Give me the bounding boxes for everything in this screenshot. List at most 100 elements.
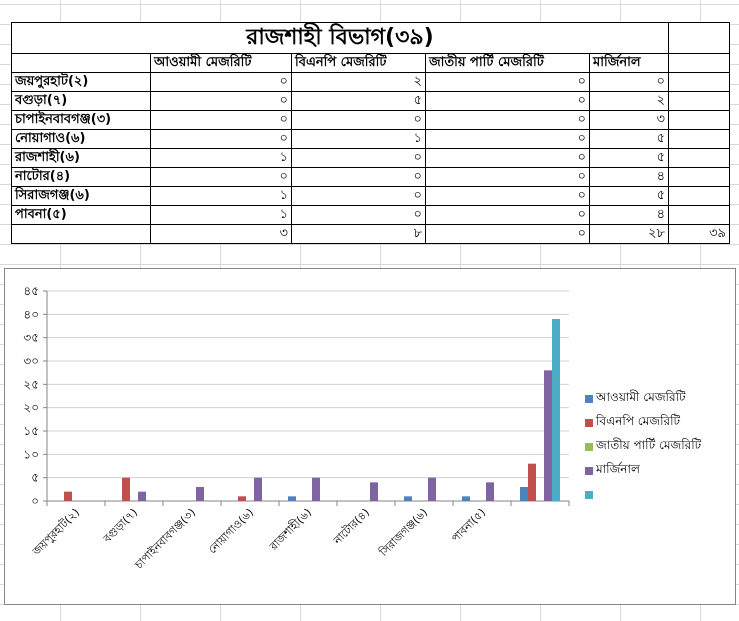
title-row: রাজশাহী বিভাগ(৩৯): [11, 22, 730, 54]
x-tick-label: বগুড়া(৭): [100, 506, 140, 546]
legend-swatch: [585, 491, 593, 499]
bar: [486, 482, 494, 501]
value-cell[interactable]: ০: [291, 186, 426, 206]
y-tick-label: ৪৫: [23, 284, 39, 298]
value-cell[interactable]: ০: [425, 91, 590, 111]
y-tick-label: ৩৫: [23, 331, 39, 345]
x-tick-label: জয়পুরহাট(২): [29, 506, 82, 559]
cell-empty[interactable]: [668, 91, 730, 111]
value-cell[interactable]: ০: [425, 167, 590, 187]
district-cell[interactable]: নোয়াগাও(৬): [11, 129, 151, 149]
value-cell[interactable]: ৫: [589, 148, 669, 168]
value-cell[interactable]: ১: [150, 186, 292, 206]
cell-empty[interactable]: [668, 167, 730, 187]
value-cell[interactable]: ৪: [589, 205, 669, 225]
sheet-title[interactable]: রাজশাহী বিভাগ(৩৯): [11, 22, 669, 54]
x-tick-label: রাজশাহী(৬): [266, 506, 314, 554]
chart-legend[interactable]: আওয়ামী মেজরিটি বিএনপি মেজরিটি জাতীয় পার্…: [585, 387, 733, 507]
value-cell[interactable]: ১: [150, 205, 292, 225]
value-cell[interactable]: ০: [150, 110, 292, 130]
cell-empty[interactable]: [11, 224, 151, 244]
value-cell[interactable]: ০: [425, 205, 590, 225]
y-tick-label: ১৫: [23, 424, 39, 438]
total-cell[interactable]: ২৮: [589, 224, 669, 244]
table-row: নাটোর(৪) ০ ০ ০ ৪: [11, 167, 730, 187]
cell-empty[interactable]: [668, 53, 730, 73]
value-cell[interactable]: ২: [589, 91, 669, 111]
value-cell[interactable]: ৫: [589, 186, 669, 206]
header-cell[interactable]: আওয়ামী মেজরিটি: [150, 53, 292, 73]
chart-canvas: ০ ৫ ১০ ১৫ ২০ ২৫ ৩০ ৩৫ ৪০ ৪৫ জয়পুরহাট(২) বগুড়া(৭)চ…: [23, 284, 570, 572]
district-cell[interactable]: পাবনা(৫): [11, 205, 151, 225]
value-cell[interactable]: ০: [425, 72, 590, 92]
bar: [520, 487, 528, 501]
legend-label: মার্জিনাল: [596, 462, 640, 476]
value-cell[interactable]: ০: [425, 110, 590, 130]
legend-swatch: [585, 467, 593, 475]
district-cell[interactable]: রাজশাহী(৬): [11, 148, 151, 168]
value-cell[interactable]: ০: [150, 129, 292, 149]
value-cell[interactable]: ১: [291, 129, 426, 149]
value-cell[interactable]: ২: [291, 72, 426, 92]
value-cell[interactable]: ৫: [589, 129, 669, 149]
header-row: আওয়ামী মেজরিটি বিএনপি মেজরিটি জাতীয় পা…: [11, 53, 730, 73]
y-tick-label: ২৫: [23, 377, 39, 391]
value-cell[interactable]: ০: [150, 72, 292, 92]
district-cell[interactable]: বগুড়া(৭): [11, 91, 151, 111]
cell-empty[interactable]: [668, 186, 730, 206]
cell-empty[interactable]: [668, 148, 730, 168]
legend-entry[interactable]: মার্জিনাল: [585, 459, 733, 483]
header-cell[interactable]: মার্জিনাল: [589, 53, 669, 73]
x-tick-label: সিরাজগঞ্জ(৬): [376, 506, 430, 560]
y-tick-label: ৩০: [23, 354, 39, 368]
header-cell[interactable]: বিএনপি মেজরিটি: [291, 53, 426, 73]
cell-empty[interactable]: [668, 72, 730, 92]
cell-empty[interactable]: [668, 110, 730, 130]
bar: [196, 487, 204, 501]
value-cell[interactable]: ৪: [589, 167, 669, 187]
value-cell[interactable]: ০: [150, 91, 292, 111]
cell-empty[interactable]: [668, 22, 730, 54]
y-tick-label: ৪০: [23, 307, 39, 321]
bar: [288, 496, 296, 501]
legend-entry[interactable]: বিএনপি মেজরিটি: [585, 411, 733, 435]
cell-empty[interactable]: [11, 53, 151, 73]
bar: [462, 496, 470, 501]
total-cell[interactable]: ০: [425, 224, 590, 244]
cell-empty[interactable]: [668, 129, 730, 149]
legend-entry[interactable]: আওয়ামী মেজরিটি: [585, 387, 733, 411]
value-cell[interactable]: ০: [291, 167, 426, 187]
bar: [64, 491, 72, 501]
table-row: জয়পুরহাট(২) ০ ২ ০ ০: [11, 72, 730, 92]
legend-label: জাতীয় পার্টি মেজরিটি: [596, 438, 702, 452]
value-cell[interactable]: ০: [291, 148, 426, 168]
value-cell[interactable]: ৩: [589, 110, 669, 130]
legend-entry[interactable]: [585, 483, 733, 507]
header-cell[interactable]: জাতীয় পার্টি মেজরিটি: [425, 53, 590, 73]
bar-chart[interactable]: ০ ৫ ১০ ১৫ ২০ ২৫ ৩০ ৩৫ ৪০ ৪৫ জয়পুরহাট(২) বগুড়া(৭) চ…: [4, 268, 736, 605]
bar: [528, 463, 536, 501]
district-cell[interactable]: জয়পুরহাট(২): [11, 72, 151, 92]
legend-entry[interactable]: জাতীয় পার্টি মেজরিটি: [585, 435, 733, 459]
value-cell[interactable]: ০: [425, 186, 590, 206]
district-cell[interactable]: চাপাইনবাবগঞ্জ(৩): [11, 110, 151, 130]
total-cell[interactable]: ৮: [291, 224, 426, 244]
table-row: পাবনা(৫) ১ ০ ০ ৪: [11, 205, 730, 225]
cell-empty[interactable]: [668, 205, 730, 225]
grand-total-cell[interactable]: ৩৯: [668, 224, 730, 244]
district-cell[interactable]: নাটোর(৪): [11, 167, 151, 187]
value-cell[interactable]: ০: [425, 148, 590, 168]
district-cell[interactable]: সিরাজগঞ্জ(৬): [11, 186, 151, 206]
value-cell[interactable]: ০: [589, 72, 669, 92]
totals-row: ৩ ৮ ০ ২৮ ৩৯: [11, 224, 730, 244]
x-tick-label: পাবনা(৫): [449, 506, 488, 545]
value-cell[interactable]: ০: [425, 129, 590, 149]
value-cell[interactable]: ১: [150, 148, 292, 168]
legend-label: আওয়ামী মেজরিটি: [596, 390, 686, 404]
value-cell[interactable]: ০: [291, 205, 426, 225]
total-cell[interactable]: ৩: [150, 224, 292, 244]
bar: [122, 477, 130, 501]
value-cell[interactable]: ০: [291, 110, 426, 130]
value-cell[interactable]: ০: [150, 167, 292, 187]
value-cell[interactable]: ৫: [291, 91, 426, 111]
